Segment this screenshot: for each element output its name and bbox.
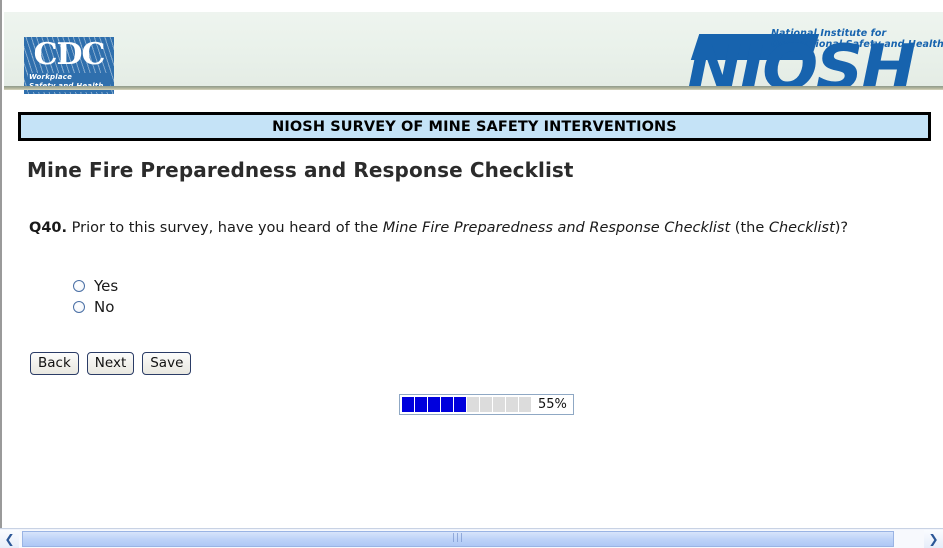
scrollbar-grip-icon: ||| <box>451 533 465 543</box>
scroll-right-arrow-icon[interactable]: ❯ <box>924 529 943 548</box>
niosh-subtitle-line-2: Occupational Safety and Health <box>771 39 943 50</box>
cdc-tagline-line-1: Workplace <box>29 73 73 81</box>
cdc-tagline-line-2: Safety and Health <box>29 82 104 90</box>
survey-title-banner: NIOSH SURVEY OF MINE SAFETY INTERVENTION… <box>18 112 931 141</box>
progress-segments <box>402 397 531 412</box>
question-text-part-1: Prior to this survey, have you heard of … <box>67 220 383 236</box>
progress-segment-10 <box>519 397 531 412</box>
cdc-logo-tagline: Workplace Safety and Health <box>29 73 113 91</box>
save-button[interactable]: Save <box>142 352 192 375</box>
scrollbar-track[interactable]: ||| <box>19 529 924 548</box>
niosh-subtitle-line-1: National Institute for <box>771 28 887 39</box>
answer-options: Yes No <box>73 276 118 318</box>
progress-segment-7 <box>480 397 492 412</box>
page-title: Mine Fire Preparedness and Response Chec… <box>27 158 574 182</box>
progress-percent-label: 55% <box>538 397 567 412</box>
question-number: Q40. <box>29 220 68 236</box>
niosh-logo: National Institute for Occupational Safe… <box>689 26 943 100</box>
back-button[interactable]: Back <box>30 352 79 375</box>
question-text: Q40. Prior to this survey, have you hear… <box>29 218 874 239</box>
option-yes-label[interactable]: Yes <box>94 277 119 295</box>
progress-segment-1 <box>402 397 414 412</box>
site-header-band: CDC Workplace Safety and Health National… <box>4 12 943 99</box>
question-italic-checklist-short: Checklist <box>768 220 835 236</box>
next-button[interactable]: Next <box>86 352 135 375</box>
navigation-buttons: Back Next Save <box>30 352 192 375</box>
progress-segment-4 <box>441 397 453 412</box>
progress-segment-9 <box>506 397 518 412</box>
question-text-part-3: )? <box>834 220 849 236</box>
niosh-logo-subtitle: National Institute for Occupational Safe… <box>771 28 943 50</box>
option-yes[interactable]: Yes <box>73 276 118 296</box>
progress-segment-8 <box>493 397 505 412</box>
progress-segment-3 <box>428 397 440 412</box>
scrollbar-thumb[interactable]: ||| <box>22 530 894 547</box>
progress-segment-2 <box>415 397 427 412</box>
question-italic-checklist-title: Mine Fire Preparedness and Response Chec… <box>382 220 731 236</box>
option-no-label[interactable]: No <box>94 298 115 316</box>
progress-segment-5 <box>454 397 466 412</box>
survey-progress-bar: 55% <box>399 394 574 415</box>
survey-title-text: NIOSH SURVEY OF MINE SAFETY INTERVENTION… <box>272 118 677 135</box>
niosh-wordmark: NIOSH <box>689 31 916 100</box>
scroll-left-arrow-icon[interactable]: ❮ <box>0 529 19 548</box>
radio-no-icon[interactable] <box>73 301 85 313</box>
radio-yes-icon[interactable] <box>73 280 85 292</box>
cdc-logo-letters: CDC <box>33 37 106 72</box>
progress-segment-6 <box>467 397 479 412</box>
cdc-logo: CDC Workplace Safety and Health <box>24 37 114 94</box>
question-text-part-2: (the <box>730 220 769 236</box>
horizontal-scrollbar[interactable]: ❮ ||| ❯ <box>0 528 943 548</box>
option-no[interactable]: No <box>73 297 118 317</box>
